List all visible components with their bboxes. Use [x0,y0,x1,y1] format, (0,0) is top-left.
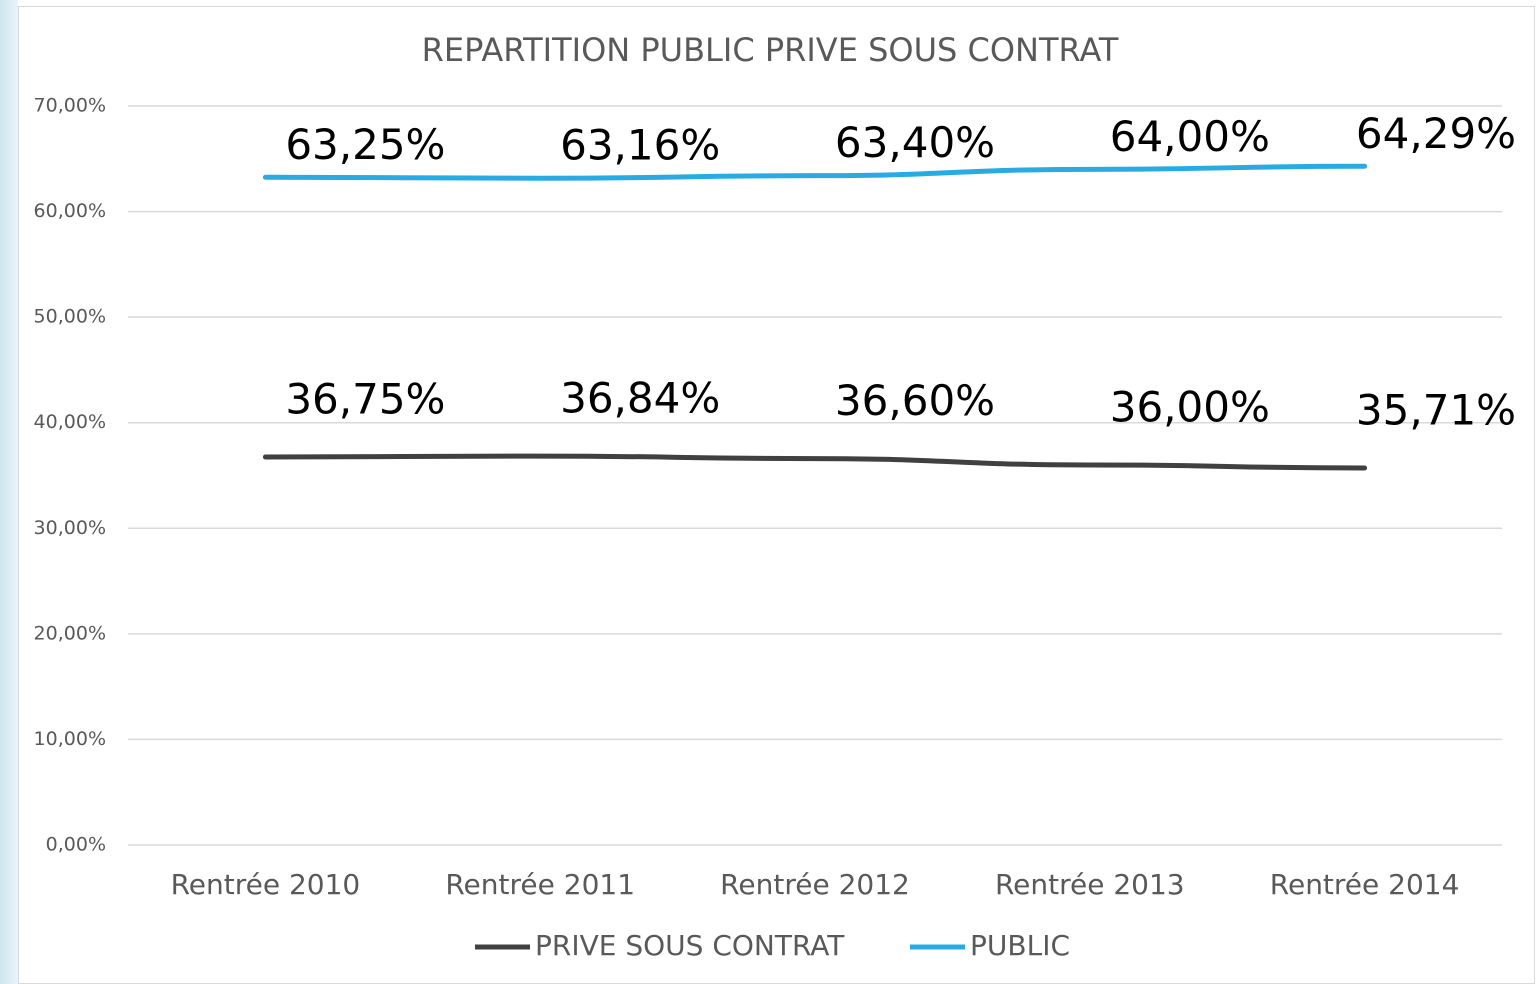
data-label: 35,71% [1356,386,1516,435]
data-label: 64,29% [1356,109,1516,158]
y-tick-label: 70,00% [34,95,106,117]
data-label: 36,00% [1110,382,1270,431]
chart-title: REPARTITION PUBLIC PRIVE SOUS CONTRAT [422,31,1119,69]
x-tick-label: Rentrée 2010 [171,868,361,901]
side-strip [0,0,18,984]
data-label: 36,84% [560,374,720,423]
y-tick-label: 30,00% [34,517,106,539]
y-tick-label: 20,00% [34,622,106,644]
data-label: 63,16% [560,121,720,170]
legend-label: PRIVE SOUS CONTRAT [535,929,845,962]
x-tick-label: Rentrée 2011 [445,868,635,901]
x-tick-label: Rentrée 2013 [995,868,1185,901]
legend-label: PUBLIC [970,929,1070,962]
y-tick-label: 50,00% [34,306,106,328]
chart-frame [18,6,1535,984]
series-line [262,453,1368,471]
series-line [262,163,1368,181]
y-tick-label: 40,00% [34,411,106,433]
data-label: 36,60% [835,376,995,425]
x-tick-label: Rentrée 2012 [720,868,910,901]
data-label: 64,00% [1110,112,1270,161]
y-tick-label: 60,00% [34,200,106,222]
data-label: 36,75% [285,375,445,424]
y-tick-label: 10,00% [34,728,106,750]
x-tick-label: Rentrée 2014 [1270,868,1460,901]
data-label: 63,25% [285,120,445,169]
y-tick-label: 0,00% [46,834,106,856]
data-label: 63,40% [835,118,995,167]
